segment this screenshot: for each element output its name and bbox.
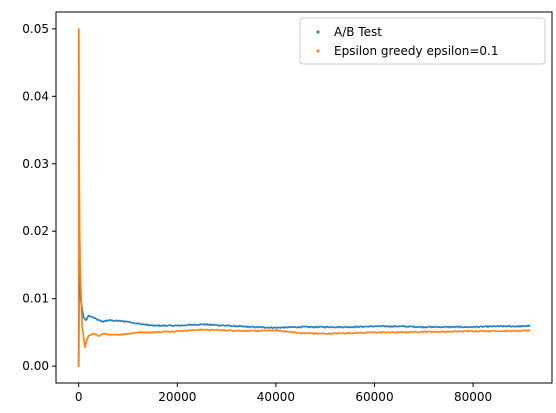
x-tick-label: 0 <box>75 390 83 404</box>
legend-label-ab-test: A/B Test <box>334 25 382 39</box>
y-tick-label: 0.03 <box>22 157 49 171</box>
y-tick-label: 0.04 <box>22 89 49 103</box>
legend-label-epsilon-greedy: Epsilon greedy epsilon=0.1 <box>334 44 498 58</box>
y-axis: 0.00 0.01 0.02 0.03 0.04 0.05 <box>22 22 56 373</box>
data-point <box>528 324 531 327</box>
legend-marker-ab-test <box>316 30 320 34</box>
legend-marker-epsilon-greedy <box>316 49 320 53</box>
y-tick-label: 0.01 <box>22 292 49 306</box>
x-tick-label: 80000 <box>454 390 492 404</box>
y-tick-label: 0.00 <box>22 359 49 373</box>
axes-frame <box>55 11 553 384</box>
series-ab-test <box>77 257 531 368</box>
plot-area <box>77 27 531 368</box>
x-tick-label: 40000 <box>257 390 295 404</box>
y-tick-label: 0.05 <box>22 22 49 36</box>
y-tick-label: 0.02 <box>22 224 49 238</box>
data-point <box>528 329 531 332</box>
legend-box <box>299 17 546 65</box>
series-epsilon-greedy <box>77 27 531 368</box>
x-tick-label: 20000 <box>158 390 196 404</box>
legend: A/B Test Epsilon greedy epsilon=0.1 <box>299 17 546 65</box>
x-axis: 0 20000 40000 60000 80000 <box>75 383 492 404</box>
x-tick-label: 60000 <box>355 390 393 404</box>
